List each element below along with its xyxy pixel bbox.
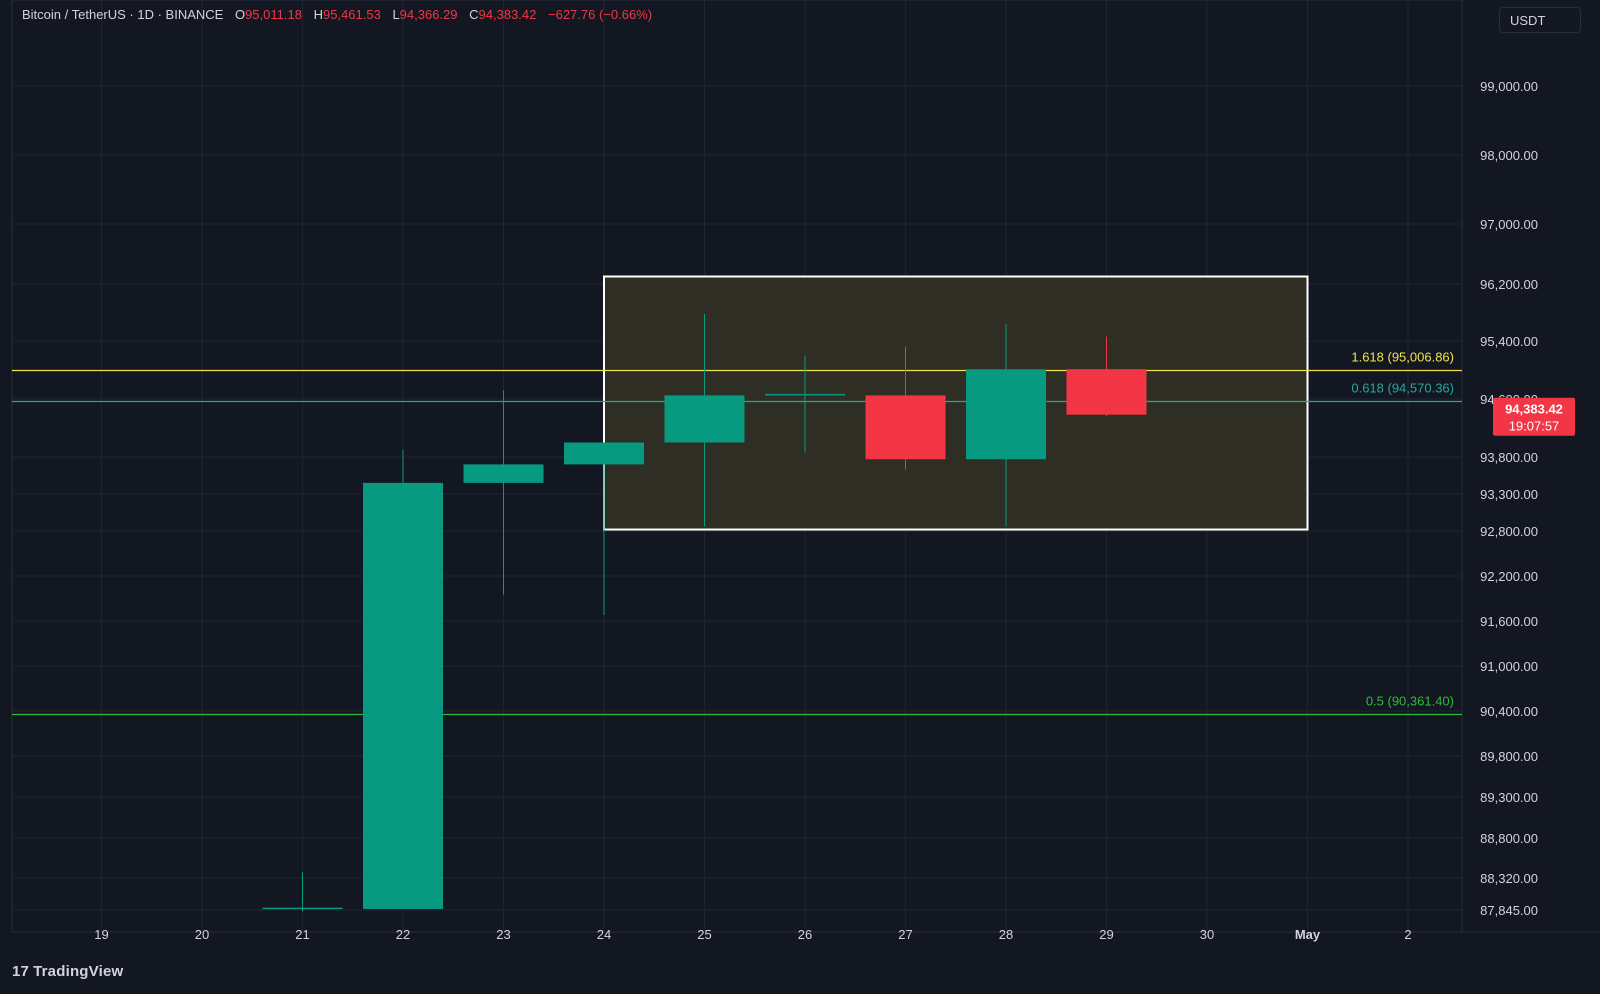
low-label: L: [392, 7, 400, 22]
low-value: 94,366.29: [399, 7, 458, 22]
candle-body-22: [363, 482, 443, 909]
price-tick-label: 99,000.00: [1480, 79, 1538, 94]
currency-selector[interactable]: USDT: [1499, 7, 1581, 33]
price-tick-label: 92,200.00: [1480, 569, 1538, 584]
candle-body-29: [1066, 369, 1147, 415]
close-value: 94,383.42: [478, 7, 537, 22]
time-tick-label: 22: [396, 927, 410, 942]
price-tick-label: 89,800.00: [1480, 749, 1538, 764]
time-tick-label: 20: [195, 927, 209, 942]
price-tick-label: 93,800.00: [1480, 450, 1538, 465]
tradingview-logo-icon: 17: [12, 963, 30, 980]
candle-body-28: [966, 369, 1046, 460]
symbol-title[interactable]: Bitcoin / TetherUS · 1D · BINANCE: [22, 7, 224, 22]
time-tick-label: 21: [295, 927, 309, 942]
time-tick-label: 24: [597, 927, 611, 942]
time-tick-label: 2: [1404, 927, 1411, 942]
last-price-badge: [1493, 397, 1575, 436]
brand-name: TradingView: [33, 963, 124, 980]
bar-countdown: 19:07:57: [1509, 419, 1560, 434]
price-tick-label: 87,845.00: [1480, 903, 1538, 918]
time-tick-label: 27: [898, 927, 912, 942]
price-tick-label: 88,320.00: [1480, 871, 1538, 886]
time-tick-label: 19: [94, 927, 108, 942]
price-tick-label: 90,400.00: [1480, 704, 1538, 719]
candle-body-27: [865, 395, 946, 460]
fib-label-0: 1.618 (95,006.86): [1351, 350, 1454, 365]
time-tick-label: 29: [1099, 927, 1113, 942]
candle-body-21: [262, 907, 343, 910]
tradingview-brand[interactable]: 17 TradingView: [12, 963, 123, 980]
high-label: H: [313, 7, 323, 22]
time-tick-label: 30: [1200, 927, 1214, 942]
change-value: −627.76 (−0.66%): [548, 7, 653, 22]
symbol-legend: Bitcoin / TetherUS · 1D · BINANCE O95,01…: [22, 7, 652, 22]
price-tick-label: 91,000.00: [1480, 659, 1538, 674]
time-tick-label: May: [1295, 927, 1321, 942]
price-tick-label: 93,300.00: [1480, 487, 1538, 502]
price-tick-label: 91,600.00: [1480, 614, 1538, 629]
price-tick-label: 98,000.00: [1480, 148, 1538, 163]
fib-label-1: 0.618 (94,570.36): [1351, 381, 1454, 396]
high-value: 95,461.53: [322, 7, 381, 22]
fib-label-2: 0.5 (90,361.40): [1366, 694, 1454, 709]
candle-body-23: [463, 464, 544, 483]
candle-body-25: [664, 395, 745, 443]
time-tick-label: 26: [798, 927, 812, 942]
last-price-value: 94,383.42: [1505, 402, 1563, 417]
candle-body-26: [765, 393, 845, 396]
open-label: O: [234, 7, 246, 22]
price-tick-label: 88,800.00: [1480, 831, 1538, 846]
time-tick-label: 25: [697, 927, 711, 942]
price-tick-label: 96,200.00: [1480, 277, 1538, 292]
price-tick-label: 89,300.00: [1480, 790, 1538, 805]
time-tick-label: 28: [999, 927, 1013, 942]
price-tick-label: 92,800.00: [1480, 524, 1538, 539]
time-tick-label: 23: [496, 927, 510, 942]
close-label: C: [469, 7, 479, 22]
open-value: 95,011.18: [245, 7, 302, 22]
price-tick-label: 97,000.00: [1480, 217, 1538, 232]
candle-body-24: [564, 442, 644, 465]
price-tick-label: 95,400.00: [1480, 334, 1538, 349]
